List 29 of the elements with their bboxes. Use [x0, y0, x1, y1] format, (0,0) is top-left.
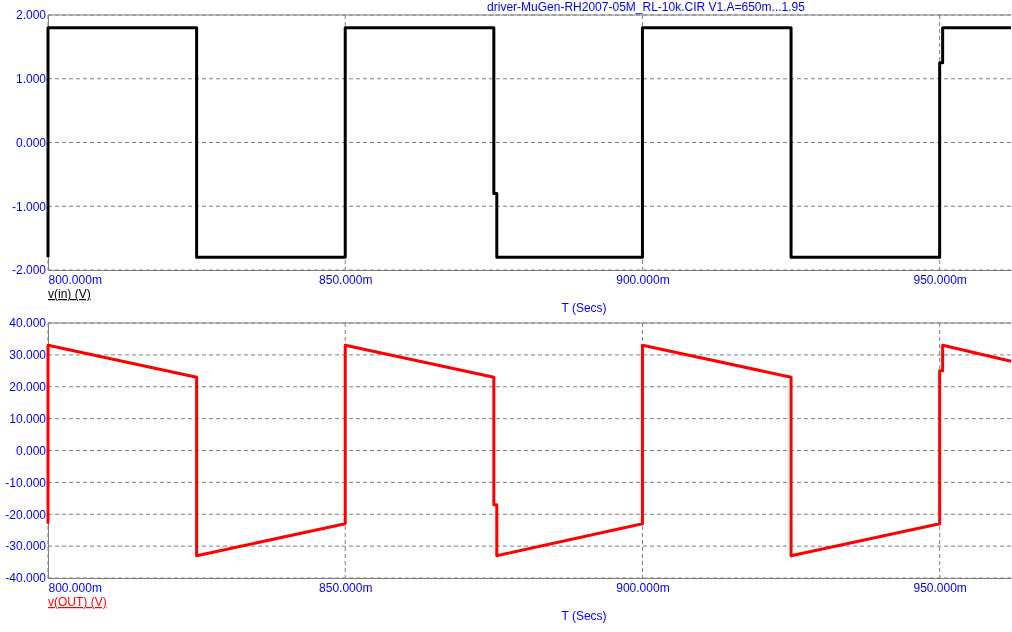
y-tick-label: 30.000	[9, 348, 47, 363]
x-axis-title: T (Secs)	[561, 609, 607, 623]
y-tick-label: -30.000	[5, 539, 47, 554]
x-tick-label: 900.000m	[616, 272, 670, 287]
y-tick-label: -2.000	[11, 263, 47, 278]
x-tick-label: 900.000m	[616, 580, 670, 595]
y-tick-label: 40.000	[9, 316, 47, 331]
y-tick-label: -1.000	[11, 199, 47, 214]
x-tick-label: 950.000m	[913, 272, 967, 287]
x-tick-label: 800.000m	[48, 272, 102, 287]
x-axis-title: T (Secs)	[561, 301, 607, 315]
y-tick-label: 10.000	[9, 411, 47, 426]
x-tick-label: 850.000m	[319, 272, 373, 287]
y-tick-label: 0.000	[15, 135, 47, 150]
y-tick-label: -40.000	[5, 571, 47, 586]
chart-title: driver-MuGen-RH2007-05M_RL-10k.CIR V1.A=650m...1.95	[487, 0, 806, 14]
y-tick-label: 1.000	[15, 72, 47, 87]
y-tick-label: 0.000	[15, 443, 47, 458]
y-tick-label: -10.000	[5, 475, 47, 490]
y-tick-label: -20.000	[5, 507, 47, 522]
text: v(OUT) (V)	[48, 595, 107, 609]
y-tick-label: 20.000	[9, 380, 47, 395]
x-tick-label: 800.000m	[48, 580, 102, 595]
line-series	[46, 343, 1012, 558]
x-tick-label: 950.000m	[913, 580, 967, 595]
x-tick-label: 850.000m	[319, 580, 373, 595]
text: v(in) (V)	[48, 287, 91, 301]
y-tick-label: 2.000	[15, 8, 47, 23]
line-series	[46, 26, 1012, 259]
